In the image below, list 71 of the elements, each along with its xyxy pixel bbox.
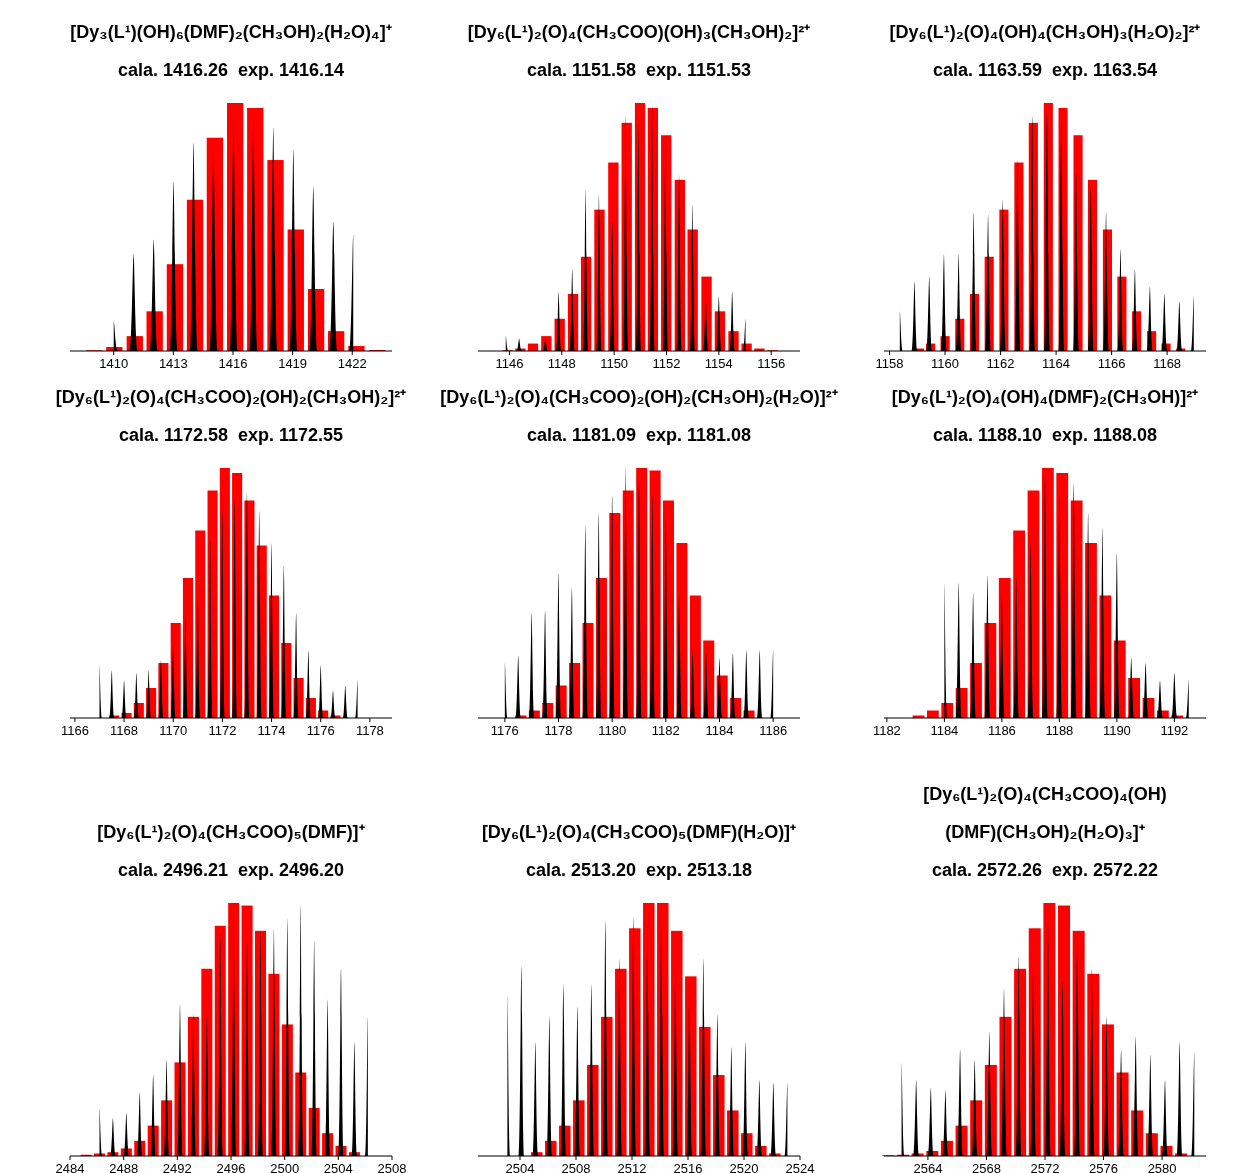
x-tick-label: 1180: [598, 723, 627, 738]
chart-title: [Dy₆(L¹)₂(O)₄(OH)₄(DMF)₂(CH₃OH)]²⁺: [891, 387, 1199, 407]
chart-title: [Dy₆(L¹)₂(O)₄(OH)₄(CH₃OH)₃(H₂O)₂]²⁺: [889, 22, 1201, 42]
x-tick-label: 1182: [651, 723, 680, 738]
chart-subtitle: cala. 1151.58 exp. 1151.53: [526, 60, 752, 80]
x-tick-label: 1160: [931, 356, 960, 371]
chart-subtitle: cala. 2513.20 exp. 2513.18: [525, 860, 753, 880]
x-tick-label: 1186: [759, 723, 788, 738]
x-tick-label: 1152: [652, 356, 681, 371]
x-tick-label: 1413: [158, 356, 188, 371]
x-tick-label: 2516: [673, 1161, 703, 1173]
x-tick-label: 1178: [355, 723, 384, 738]
x-tick-label: 1178: [544, 723, 573, 738]
x-tick-label: 1192: [1160, 723, 1189, 738]
x-tick-label: 1416: [218, 356, 248, 371]
x-tick-label: 2572: [1030, 1161, 1060, 1173]
chart-title: [Dy₃(L¹)(OH)₆(DMF)₂(CH₃OH)₂(H₂O)₄]⁺: [70, 22, 392, 42]
x-tick-label: 2492: [162, 1161, 192, 1173]
x-tick-label: 2484: [55, 1161, 85, 1173]
x-tick-label: 2500: [270, 1161, 300, 1173]
x-tick-label: 2520: [729, 1161, 759, 1173]
x-tick-label: 2580: [1147, 1161, 1177, 1173]
x-tick-label: 1174: [257, 723, 286, 738]
x-tick-label: 1162: [986, 356, 1015, 371]
chart-title: [Dy₆(L¹)₂(O)₄(CH₃COO)₅(DMF)]⁺: [97, 822, 365, 842]
x-tick-label: 1148: [547, 356, 576, 371]
x-tick-label: 2568: [971, 1161, 1001, 1173]
x-tick-label: 1182: [872, 723, 901, 738]
chart-subtitle: cala. 1181.09 exp. 1181.08: [526, 425, 752, 445]
chart-title: [Dy₆(L¹)₂(O)₄(CH₃COO)₂(OH)₂(CH₃OH)₂]²⁺: [55, 387, 407, 407]
chart-subtitle: cala. 2572.26 exp. 2572.22: [931, 860, 1159, 880]
x-tick-label: 2576: [1089, 1161, 1119, 1173]
chart-subtitle: cala. 1172.58 exp. 1172.55: [118, 425, 344, 445]
x-tick-label: 1176: [306, 723, 335, 738]
x-tick-label: 1166: [1097, 356, 1126, 371]
x-tick-label: 1422: [337, 356, 367, 371]
x-tick-label: 1166: [60, 723, 89, 738]
x-tick-label: 1150: [600, 356, 629, 371]
x-tick-label: 1172: [208, 723, 237, 738]
x-tick-label: 2508: [561, 1161, 591, 1173]
x-tick-label: 1419: [278, 356, 308, 371]
x-tick-label: 2504: [323, 1161, 353, 1173]
x-tick-label: 1170: [159, 723, 188, 738]
chart-title: [Dy₆(L¹)₂(O)₄(CH₃COO)₂(OH)₂(CH₃OH)₂(H₂O)]²⁺: [440, 387, 838, 407]
x-tick-label: 1156: [757, 356, 786, 371]
chart-title: [Dy₆(L¹)₂(O)₄(CH₃COO)(OH)₃(CH₃OH)₂]²⁺: [467, 22, 811, 42]
x-tick-label: 1164: [1042, 356, 1071, 371]
x-tick-label: 1154: [704, 356, 733, 371]
chart-subtitle: cala. 1188.10 exp. 1188.08: [932, 425, 1158, 445]
x-tick-label: 2504: [505, 1161, 535, 1173]
x-tick-label: 1186: [987, 723, 1016, 738]
x-tick-label: 2564: [913, 1161, 943, 1173]
x-tick-label: 1410: [99, 356, 129, 371]
x-tick-label: 1158: [875, 356, 904, 371]
x-tick-label: 1184: [705, 723, 734, 738]
x-tick-label: 1168: [1153, 356, 1182, 371]
x-tick-label: 1168: [110, 723, 139, 738]
x-tick-label: 2512: [617, 1161, 647, 1173]
chart-subtitle: cala. 1163.59 exp. 1163.54: [932, 60, 1158, 80]
chart-subtitle: cala. 1416.26 exp. 1416.14: [117, 60, 345, 80]
x-tick-label: 1190: [1102, 723, 1131, 738]
x-tick-label: 2496: [216, 1161, 246, 1173]
chart-title: [Dy₆(L¹)₂(O)₄(CH₃COO)₅(DMF)(H₂O)]⁺: [481, 822, 797, 842]
x-tick-label: 1184: [930, 723, 959, 738]
x-tick-label: 2488: [109, 1161, 139, 1173]
x-tick-label: 1188: [1045, 723, 1074, 738]
x-tick-label: 2524: [785, 1161, 815, 1173]
x-tick-label: 1176: [490, 723, 519, 738]
x-tick-label: 1146: [495, 356, 524, 371]
x-tick-label: 2508: [377, 1161, 407, 1173]
chart-subtitle: cala. 2496.21 exp. 2496.20: [117, 860, 345, 880]
